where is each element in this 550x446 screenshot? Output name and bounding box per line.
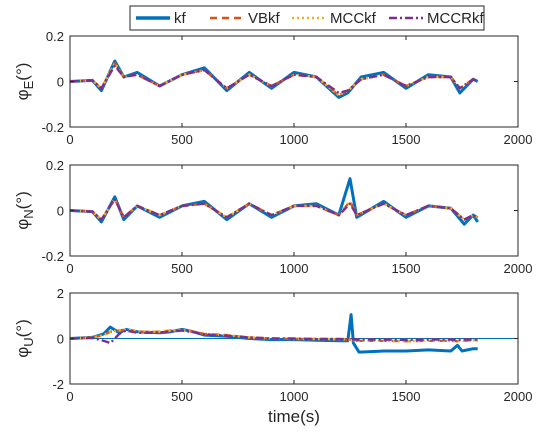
panel-2-ylabel-unit: (°) xyxy=(13,191,32,209)
panel-3-series-mcckf xyxy=(70,328,478,343)
panel-1-ylabel-sub: E xyxy=(21,80,36,89)
panel-1-xtick-label: 0 xyxy=(66,132,73,147)
panel-1-ytick-label: 0 xyxy=(57,75,64,90)
panel-3-ylabel: φU(°) xyxy=(13,319,36,358)
panel-3-xtick-label: 2000 xyxy=(504,389,533,404)
panel-3-series-group xyxy=(70,313,478,354)
panel-3-xtick-label: 1000 xyxy=(280,389,309,404)
panel-2-ylabel: φN(°) xyxy=(13,191,36,230)
panel-1-xtick-label: 1000 xyxy=(280,132,309,147)
panel-3-ytick-label: -2 xyxy=(52,377,64,392)
panel-2-xtick-label: 0 xyxy=(66,261,73,276)
panel-3-xlabel: time(s) xyxy=(268,407,320,426)
panel-2-ytick-label: 0.2 xyxy=(46,158,64,173)
panel-2-ytick-label: -0.2 xyxy=(42,249,64,264)
legend-label-kf: kf xyxy=(174,10,187,27)
panel-1-xtick-label: 1500 xyxy=(392,132,421,147)
panel-1-plot-area xyxy=(70,36,518,127)
panel-3-ylabel-unit: (°) xyxy=(13,319,32,337)
panel-2-series-group xyxy=(70,177,479,226)
panel-2-ylabel-sub: N xyxy=(21,209,36,218)
panel-1-ylabel-base: φ xyxy=(13,89,32,100)
panel-2-series-mccrkf xyxy=(70,197,479,221)
panel-3-ytick-label: 0 xyxy=(57,332,64,347)
panel-1-series-group xyxy=(70,59,479,99)
panel-1-ytick-label: -0.2 xyxy=(42,120,64,135)
panel-2-ytick-label: 0 xyxy=(57,204,64,219)
panel-1-series-mccrkf xyxy=(70,64,479,95)
panel-2-xtick-label: 500 xyxy=(171,261,193,276)
panel-3-series-mccrkf xyxy=(70,329,478,345)
panel-1-ylabel-unit: (°) xyxy=(13,63,32,81)
panel-1-xtick-label: 2000 xyxy=(504,132,533,147)
panel-1-ytick-label: 0.2 xyxy=(46,29,64,44)
panel-2-xtick-label: 2000 xyxy=(504,261,533,276)
panel-1-ylabel: φE(°) xyxy=(13,63,36,101)
panel-3-ylabel-base: φ xyxy=(13,347,32,358)
panel-3-xtick-label: 0 xyxy=(66,389,73,404)
legend-label-vbkf: VBkf xyxy=(248,10,281,27)
panel-3-xtick-label: 500 xyxy=(171,389,193,404)
panel-3-ylabel-sub: U xyxy=(21,337,36,346)
panel-1-xtick-label: 500 xyxy=(171,132,193,147)
panel-2-ylabel-base: φ xyxy=(13,219,32,230)
panel-3-ytick-label: 2 xyxy=(57,286,64,301)
panel-2-xtick-label: 1000 xyxy=(280,261,309,276)
legend-label-mccrkf: MCCRkf xyxy=(427,10,484,27)
panel-2-xtick-label: 1500 xyxy=(392,261,421,276)
legend-label-mcckf: MCCkf xyxy=(330,10,377,27)
panel-3-xtick-label: 1500 xyxy=(392,389,421,404)
